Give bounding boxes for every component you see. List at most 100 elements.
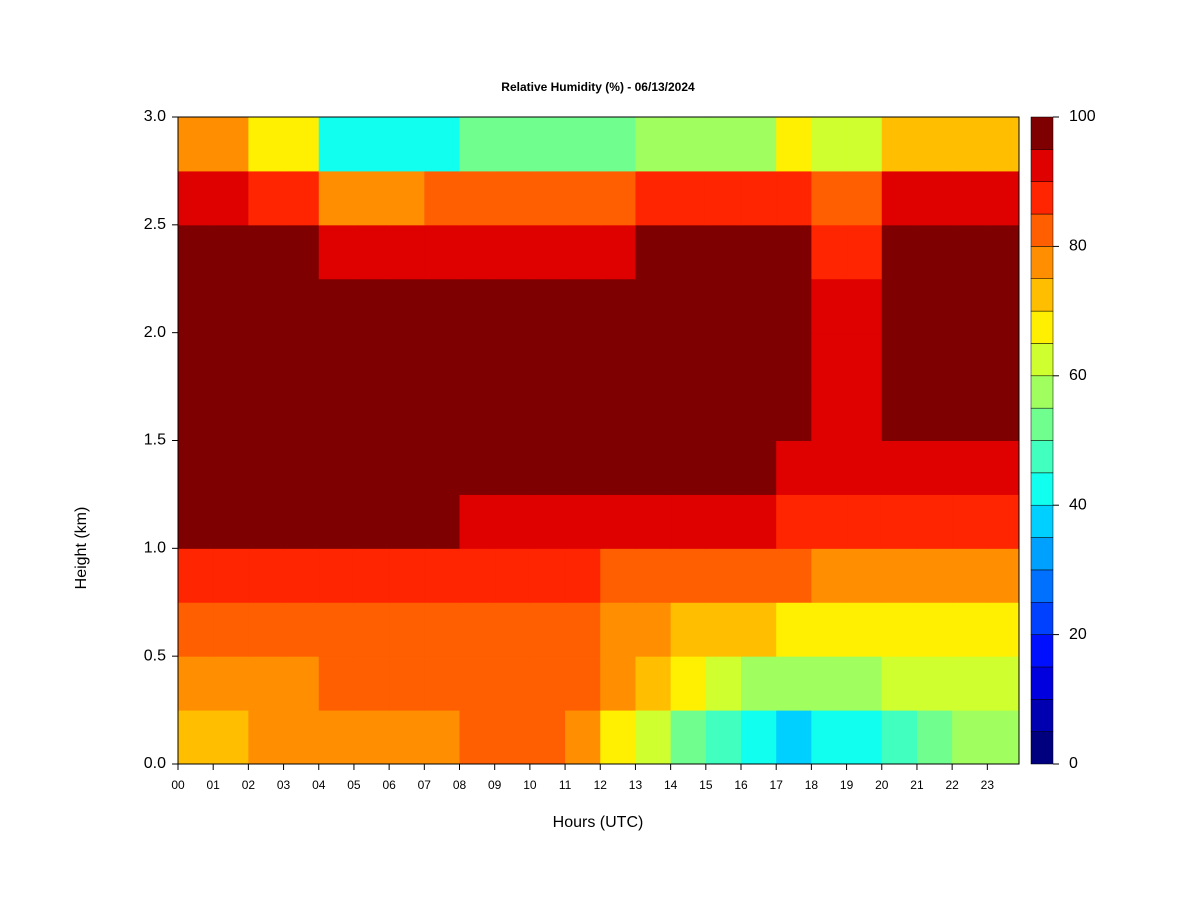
heat-cell xyxy=(846,440,883,495)
heat-cell xyxy=(283,710,320,765)
heat-cell xyxy=(987,440,1020,495)
heat-cell xyxy=(811,548,848,603)
heat-cell xyxy=(846,548,883,603)
heat-cell xyxy=(283,602,320,657)
heat-cell xyxy=(811,386,848,441)
heat-cell xyxy=(741,117,777,172)
chart-title: Relative Humidity (%) - 06/13/2024 xyxy=(501,80,695,94)
colorbar-segment xyxy=(1030,731,1054,765)
y-tick-label: 1.5 xyxy=(144,432,166,449)
heat-cell xyxy=(881,656,918,711)
heat-cell xyxy=(565,494,601,549)
heat-cell xyxy=(776,386,812,441)
heat-cell xyxy=(529,494,566,549)
heat-cell xyxy=(389,332,425,388)
heat-cell xyxy=(213,170,249,226)
heat-cell xyxy=(424,656,461,711)
heat-cell xyxy=(600,278,636,334)
heat-cell xyxy=(600,656,636,711)
heat-cell xyxy=(705,386,742,441)
heat-cell xyxy=(494,548,531,603)
heat-cell xyxy=(424,117,461,172)
heat-cell xyxy=(424,278,461,334)
heat-cell xyxy=(213,332,249,388)
heat-cell xyxy=(776,117,812,172)
heat-cell xyxy=(811,656,848,711)
heat-cell xyxy=(635,494,672,549)
heat-cell xyxy=(776,224,812,280)
heat-cell xyxy=(635,440,672,495)
heat-cell xyxy=(529,386,566,441)
heat-cell xyxy=(459,224,496,280)
heat-cell xyxy=(916,117,953,172)
heat-cell xyxy=(213,386,249,441)
heat-cell xyxy=(952,602,988,657)
x-tick-label: 11 xyxy=(559,778,572,792)
y-tick-label: 2.5 xyxy=(144,216,166,233)
heat-cell xyxy=(494,278,531,334)
heat-cell xyxy=(424,440,461,495)
heat-cell xyxy=(635,332,672,388)
heat-cell xyxy=(459,710,496,765)
heat-cell xyxy=(213,224,249,280)
heat-cell xyxy=(600,170,636,226)
heat-cell xyxy=(389,386,425,441)
heat-cell xyxy=(987,602,1020,657)
heat-cell xyxy=(318,656,355,711)
heat-cell xyxy=(987,170,1020,226)
heat-cell xyxy=(178,117,214,172)
heat-cell xyxy=(353,548,390,603)
heat-cell xyxy=(459,440,496,495)
heat-cell xyxy=(776,548,812,603)
heat-cell xyxy=(178,278,214,334)
heat-cell xyxy=(529,278,566,334)
heat-cell xyxy=(705,710,742,765)
heat-cell xyxy=(424,710,461,765)
heat-cell xyxy=(741,710,777,765)
colorbar-tick-label: 40 xyxy=(1069,496,1087,513)
colorbar-segment xyxy=(1030,375,1054,409)
heat-cell xyxy=(600,602,636,657)
heat-cell xyxy=(881,548,918,603)
heat-cell xyxy=(389,548,425,603)
heat-cell xyxy=(248,440,285,495)
colorbar-tick-label: 60 xyxy=(1069,367,1087,384)
heat-cell xyxy=(494,224,531,280)
heat-cell xyxy=(213,656,249,711)
x-tick-label: 14 xyxy=(664,778,678,792)
heat-cell xyxy=(318,278,355,334)
heat-cell xyxy=(776,710,812,765)
heat-cell xyxy=(318,602,355,657)
heat-cell xyxy=(987,117,1020,172)
heat-cell xyxy=(565,548,601,603)
heat-cell xyxy=(635,656,672,711)
heat-cell xyxy=(424,386,461,441)
heat-cell xyxy=(353,386,390,441)
heat-cell xyxy=(952,548,988,603)
heat-cell xyxy=(705,224,742,280)
x-tick-label: 21 xyxy=(910,778,924,792)
heat-cell xyxy=(916,224,953,280)
heat-cell xyxy=(389,224,425,280)
heat-cell xyxy=(178,440,214,495)
heat-cell xyxy=(494,656,531,711)
heat-cell xyxy=(178,332,214,388)
heat-cell xyxy=(600,494,636,549)
x-tick-label: 20 xyxy=(875,778,889,792)
heat-cell xyxy=(248,656,285,711)
heat-cell xyxy=(881,224,918,280)
heat-cell xyxy=(283,494,320,549)
heat-cell xyxy=(178,656,214,711)
heat-cell xyxy=(494,440,531,495)
heat-cell xyxy=(741,386,777,441)
heat-cell xyxy=(353,710,390,765)
heat-cell xyxy=(248,117,285,172)
x-tick-label: 13 xyxy=(629,778,643,792)
heat-cell xyxy=(776,602,812,657)
heat-cell xyxy=(987,710,1020,765)
heat-cell xyxy=(565,170,601,226)
heat-cell xyxy=(916,548,953,603)
heat-cell xyxy=(213,710,249,765)
heat-cell xyxy=(565,117,601,172)
heat-cell xyxy=(318,440,355,495)
